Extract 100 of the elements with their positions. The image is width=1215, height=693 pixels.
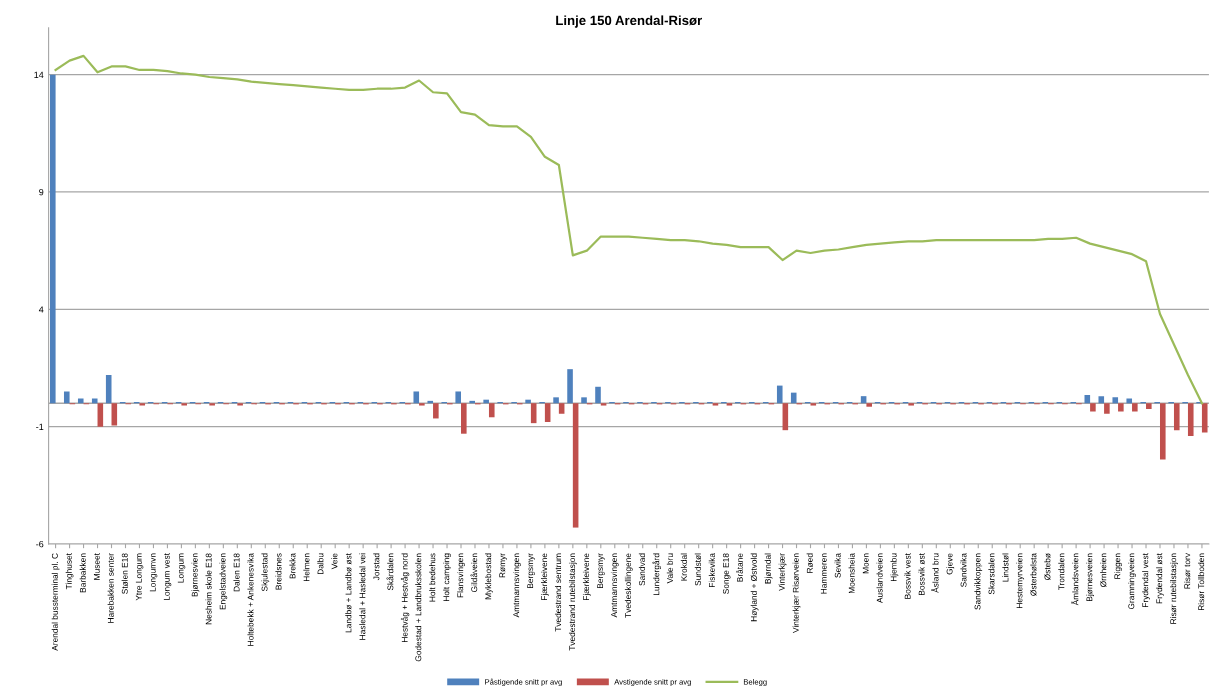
- bar: [91, 398, 98, 404]
- x-tick-label: Risør rutebilstasjon: [1170, 553, 1178, 624]
- x-tick-label: Dalbu: [317, 553, 324, 575]
- x-tick-label: Frydendal vest: [1142, 553, 1150, 607]
- bar: [97, 403, 104, 427]
- x-tick-label: Åmlandsveien: [1070, 553, 1079, 606]
- x-tick-label: Helmen: [303, 553, 310, 582]
- bar: [50, 74, 56, 404]
- x-tick-label: Sandvikkoppen: [974, 553, 983, 610]
- bar: [455, 391, 461, 404]
- x-tick-label: Vale bru: [666, 553, 673, 584]
- bar: [525, 399, 531, 404]
- bar: [1132, 403, 1138, 412]
- bar: [433, 403, 439, 419]
- x-tick-label: Fjærkleivene: [541, 553, 549, 601]
- x-tick-label: Sandvika: [960, 553, 967, 587]
- x-tick-label: Røed: [806, 553, 813, 573]
- x-tick-label: Museet: [93, 553, 100, 580]
- x-tick-label: Bossvik øst: [918, 553, 925, 595]
- x-tick-label: Vinterkjær Risørveien: [792, 553, 801, 633]
- x-tick-label: Bergsmyr: [597, 553, 605, 588]
- x-tick-label: Ørnheien: [1100, 553, 1107, 588]
- bar: [77, 398, 84, 404]
- x-tick-label: Vinterkjær: [778, 553, 787, 591]
- y-tick-label: 14: [34, 71, 44, 78]
- bar: [1112, 397, 1119, 404]
- x-tick-label: Longum vest: [163, 553, 172, 601]
- bar: [483, 399, 489, 404]
- x-tick-label: Hestvåg + Hestvåg nord: [400, 553, 410, 642]
- x-tick-label: Bråtane: [736, 553, 743, 582]
- x-tick-label: Nesheim skole E18: [205, 553, 212, 625]
- bar: [567, 369, 573, 404]
- bar: [105, 375, 112, 404]
- x-tick-label: Veie: [331, 553, 338, 570]
- x-tick-label: Fiskevika: [708, 553, 715, 588]
- x-tick-label: Risør Tollboden: [1198, 553, 1205, 611]
- x-tick-label: Moen: [862, 553, 869, 574]
- x-tick-label: Åsland bru: [931, 553, 939, 593]
- x-tick-label: Tinghuset: [65, 553, 74, 590]
- y-tick-label: -1: [36, 423, 44, 430]
- x-tick-label: Lindstøl: [1002, 553, 1009, 582]
- x-tick-label: Flansvingen: [457, 553, 465, 598]
- x-tick-label: Trondalen: [1058, 553, 1065, 591]
- x-tick-label: Sundstøl: [694, 553, 701, 586]
- x-tick-label: Holt camping: [443, 553, 451, 601]
- x-tick-label: Gramningveien: [1128, 553, 1136, 610]
- bar: [419, 403, 425, 406]
- bar: [908, 403, 914, 406]
- bar: [558, 403, 565, 414]
- line-series: [54, 54, 1204, 405]
- x-tick-label: Landbø + Landbø øst: [345, 553, 352, 633]
- x-tick-label: Krokdal: [680, 553, 687, 581]
- x-tick-label: Bossvik vest: [904, 553, 911, 599]
- x-tick-label: Holtebekk + Ankenesvika: [247, 553, 254, 646]
- x-tick-label: Arendal bussterminal pl. C: [51, 553, 60, 651]
- x-tick-label: Breidsnes: [275, 553, 282, 590]
- bar: [209, 403, 215, 406]
- bar: [600, 403, 607, 406]
- x-tick-label: Bjørndal: [764, 553, 773, 584]
- bar: [1090, 403, 1096, 412]
- x-tick-label: Barbakken: [79, 553, 86, 593]
- x-tick-label: Gjeve: [946, 553, 955, 575]
- x-tick-label: Lundergård: [652, 553, 661, 595]
- x-tick-label: Skjulestad: [261, 553, 270, 592]
- x-tick-label: Fjærkleivene: [582, 553, 591, 601]
- x-tick-label: Longum: [177, 553, 186, 583]
- x-tick-label: Sevika: [834, 553, 841, 578]
- x-tick-label: Engelstadveien: [219, 553, 228, 610]
- bar: [712, 403, 719, 406]
- bar: [427, 400, 434, 404]
- x-tick-label: Tvedeskollingene: [624, 553, 633, 618]
- bar: [1126, 398, 1133, 404]
- bar: [866, 403, 873, 407]
- bar: [139, 403, 146, 406]
- bar: [790, 392, 797, 404]
- x-tick-label: Frydendal øst: [1156, 553, 1164, 604]
- x-tick-label: Jorstad: [373, 553, 380, 581]
- x-tick-label: Moensheia: [848, 553, 855, 594]
- x-tick-label: Songe E18: [722, 553, 731, 594]
- x-tick-label: Tvedestrand rutebilstasjon: [568, 553, 577, 651]
- bar: [1160, 403, 1166, 460]
- x-tick-label: Østebø: [1044, 553, 1051, 581]
- x-tick-label: Høyland + Østvold: [750, 553, 759, 622]
- bar: [860, 396, 867, 404]
- x-tick-label: Brekka: [289, 553, 296, 579]
- bar: [1098, 396, 1105, 404]
- x-tick-label: Godestad + Landbruksskolen: [415, 553, 422, 662]
- x-tick-label: Hammeren: [820, 553, 827, 594]
- bar: [726, 403, 733, 406]
- x-tick-label: Skårdalen: [386, 553, 394, 591]
- bar: [544, 403, 551, 422]
- x-tick-label: Stølen E18: [121, 553, 128, 594]
- x-tick-label: Østerbølsta: [1030, 553, 1037, 596]
- bar: [461, 403, 467, 434]
- x-tick-label: Bergsmyr: [527, 553, 535, 588]
- chart-title: Linje 150 Arendal-Risør: [556, 15, 703, 28]
- bar: [63, 391, 70, 404]
- x-tick-label: Myklebostad: [485, 553, 493, 600]
- x-tick-label: Longumvn: [149, 553, 158, 592]
- bar: [595, 386, 601, 404]
